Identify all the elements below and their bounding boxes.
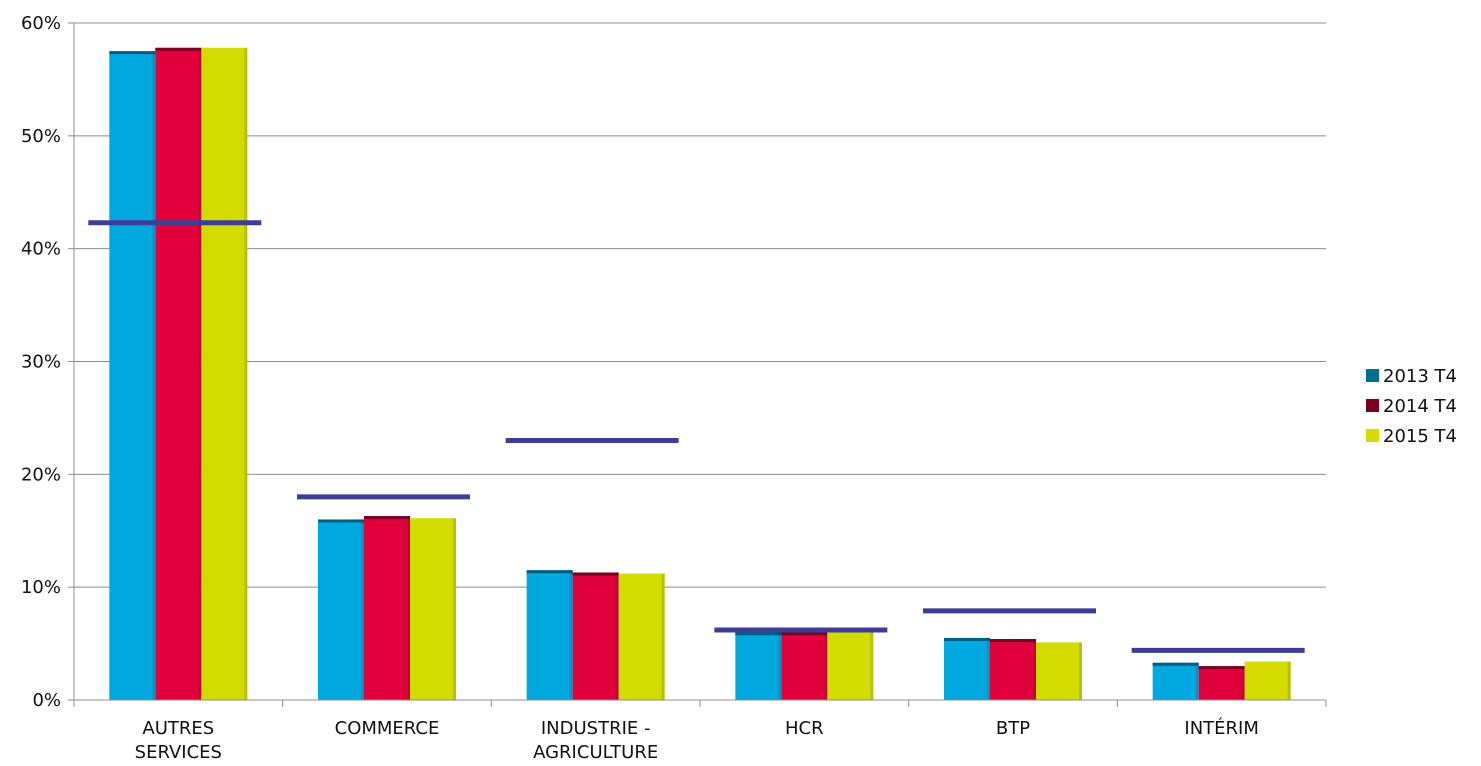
bar-top-edge [618,573,665,577]
x-category-label: BTP [996,718,1030,739]
bar-top-edge [735,632,782,636]
bar [364,516,410,700]
axes: 0% 10% 20% 30% 40% 50% 60% AUTRES SERVICES COMMER… [21,13,1327,763]
legend-swatch [1366,369,1379,382]
bar [735,632,782,700]
y-tick-label: 60% [21,13,61,34]
bar [1152,662,1199,700]
bar-shadow [152,51,156,701]
bar-top-edge [1244,661,1291,665]
bar-shadow [1241,666,1245,700]
bar-shadow [870,632,874,700]
bar [1036,642,1082,700]
bar [827,632,874,700]
x-category-label-line: SERVICES [135,742,222,763]
bar-shadow [1287,661,1291,700]
y-tick-label: 20% [21,464,61,485]
bar-shadow [361,519,364,700]
bar-top-edge [944,637,990,641]
legend-label: 2013 T4 [1383,366,1457,387]
bar-shadow [244,47,248,700]
x-category-label: INTÉRIM [1184,717,1259,739]
bar-shadow [1195,662,1199,700]
legend: 2013 T4 2014 T4 2015 T4 [1366,366,1457,447]
y-tick-label: 50% [21,126,61,147]
bar-top-edge [990,639,1036,643]
bar-top-edge [318,519,364,523]
y-tick-label: 40% [21,239,61,260]
bar [155,47,202,700]
x-category-label-line: HCR [785,718,824,739]
bar-shadow [569,570,573,700]
bar-shadow [824,632,828,700]
bar-top-edge [109,51,156,55]
bar-top-edge [827,632,874,636]
bars [109,47,1291,701]
x-category-label-line: AUTRES [142,718,214,739]
y-tick-label: 0% [32,690,61,711]
x-category-label-line: INDUSTRIE - [541,718,651,739]
x-category-label-line: BTP [996,718,1030,739]
bar-shadow [1079,642,1082,700]
legend-label: 2014 T4 [1383,396,1457,417]
bar [201,47,248,700]
legend-swatch [1366,399,1379,412]
bar [109,51,156,701]
bar-top-edge [1152,662,1199,666]
bar [410,518,456,700]
bar-top-edge [572,572,619,576]
x-category-label-line: COMMERCE [335,718,440,739]
bar-top-edge [1036,642,1082,646]
bar-top-edge [364,516,410,520]
x-category-label: COMMERCE [335,718,440,739]
bar [1244,661,1291,700]
legend-label: 2015 T4 [1383,426,1457,447]
reference-lines [88,220,1305,653]
bar-top-edge [526,570,573,574]
bar [572,572,619,700]
bar-shadow [407,516,410,700]
bar-top-edge [781,632,828,636]
bar [1198,666,1245,700]
bar-shadow [1033,639,1036,700]
bar [944,637,990,700]
y-tick-label: 30% [21,352,61,373]
y-tick-label: 10% [21,577,61,598]
bar-shadow [987,637,990,700]
bar-shadow [198,47,202,700]
bar [618,573,665,700]
bar-top-edge [201,47,248,51]
bar [318,519,364,700]
bar [990,639,1036,700]
bar-shadow [778,632,782,700]
bar [781,632,828,700]
bar-shadow [453,518,456,700]
bar-top-edge [410,518,456,522]
x-category-label: AUTRES SERVICES [135,718,222,763]
bar-shadow [615,572,619,700]
bar-top-edge [1198,666,1245,670]
x-category-label-line: INTÉRIM [1184,717,1259,739]
gridlines [74,22,1326,588]
bar-shadow [661,573,665,700]
legend-swatch [1366,429,1379,442]
x-category-label-line: AGRICULTURE [533,742,658,763]
bar-top-edge [155,47,202,51]
bar [526,570,573,700]
x-category-label: HCR [785,718,824,739]
x-category-label: INDUSTRIE - AGRICULTURE [533,718,658,763]
